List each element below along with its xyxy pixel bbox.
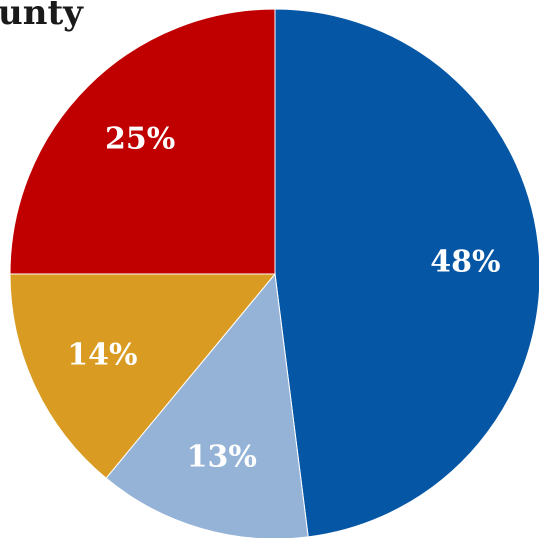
pie-slice-label-1: 13% <box>187 440 257 475</box>
pie-slice-0 <box>274 8 539 538</box>
pie-slice-1 <box>105 272 309 538</box>
pie-slice-label-0: 48% <box>430 245 500 280</box>
pie-slice-2 <box>9 273 277 479</box>
chart-title: unty <box>0 0 84 33</box>
pie-labels: 48% 13% 14% 25% <box>67 122 500 475</box>
pie-slices <box>9 8 539 538</box>
pie-slice-label-3: 25% <box>105 122 175 157</box>
pie-slice-3 <box>9 8 276 275</box>
pie-slice-label-2: 14% <box>67 338 137 373</box>
